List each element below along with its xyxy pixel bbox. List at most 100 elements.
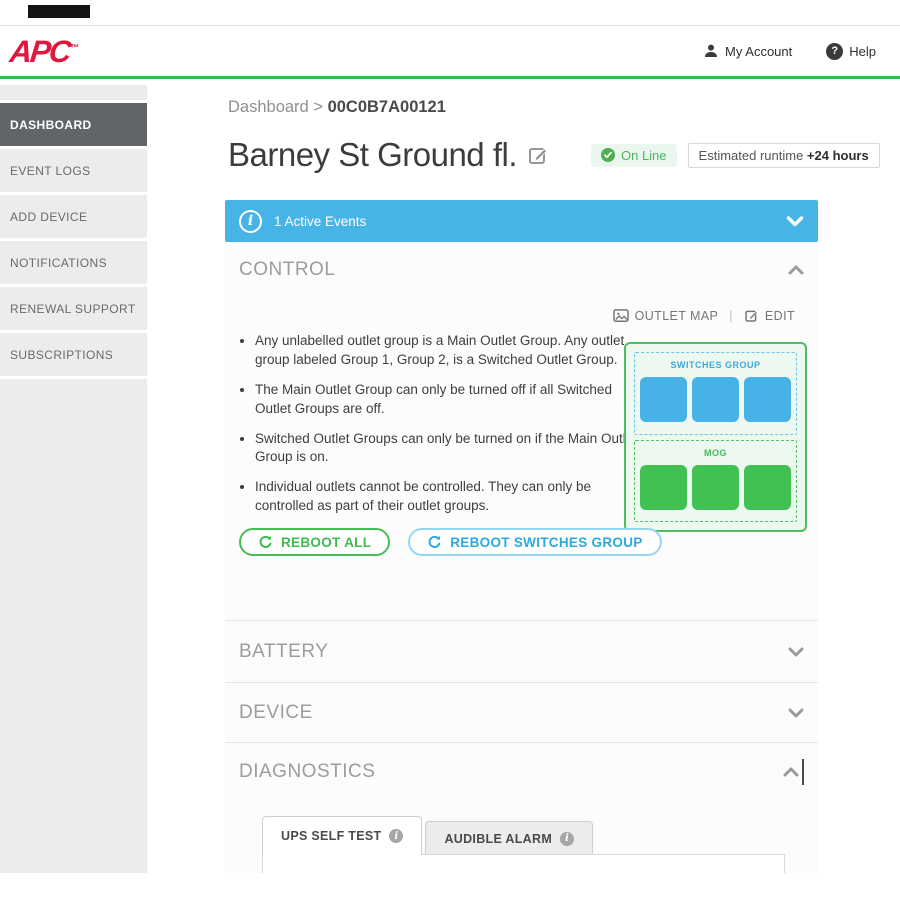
status-label: On Line [620,147,667,163]
edit-device-name-button[interactable] [527,144,549,166]
info-circle-icon: i [239,209,262,233]
control-note: Any unlabelled outlet group is a Main Ou… [255,332,641,370]
breadcrumb: Dashboard > 00C0B7A00121 [228,98,446,117]
reboot-all-button[interactable]: REBOOT ALL [239,528,391,556]
chevron-up-icon[interactable] [788,265,804,275]
outlet-map-actions: OUTLET MAP | EDIT [612,308,795,323]
active-events-banner[interactable]: i 1 Active Events [225,200,818,242]
control-note: Individual outlets cannot be controlled.… [255,478,641,516]
mog-outlet-row [640,464,791,510]
my-account-label: My Account [725,43,793,59]
edit-outlet-map-button[interactable]: EDIT [744,308,795,323]
outlet-map-diagram: SWITCHES GROUP MOG [624,342,807,532]
sidebar-filler-bottom [0,379,147,873]
breadcrumb-dashboard-link[interactable]: Dashboard [228,98,309,116]
top-strip [0,0,900,26]
device-title-row: Barney St Ground fl. On Line Estimated r… [228,136,880,174]
active-events-label: 1 Active Events [274,213,367,229]
diagnostics-title: DIAGNOSTICS [239,760,376,782]
switches-group: SWITCHES GROUP [634,352,797,435]
sidebar-item-label: EVENT LOGS [10,163,91,178]
mog-outlet [692,464,739,510]
user-icon [703,43,719,59]
chevron-down-icon[interactable] [788,647,804,657]
sidebar-item-renewal-support[interactable]: RENEWAL SUPPORT [0,287,147,330]
section-header-battery[interactable]: BATTERY [225,620,818,682]
sidebar-item-label: ADD DEVICE [10,209,88,224]
picture-icon [612,308,629,322]
breadcrumb-device-id: 00C0B7A00121 [327,98,446,116]
sidebar-item-notifications[interactable]: NOTIFICATIONS [0,241,147,284]
text-caret [802,758,804,785]
help-icon: ? [826,42,844,60]
sidebar-filler-top [0,85,147,100]
section-header-control[interactable]: CONTROL [225,242,818,297]
mog-group: MOG [634,439,797,522]
runtime-value: +24 hours [806,147,869,163]
sidebar-item-add-device[interactable]: ADD DEVICE [0,195,147,238]
reboot-switches-group-button[interactable]: REBOOT SWITCHES GROUP [408,528,662,556]
sidebar-item-dashboard[interactable]: DASHBOARD [0,103,147,146]
battery-title: BATTERY [239,640,329,662]
tab-audible-alarm[interactable]: AUDIBLE ALARM i [425,821,594,855]
diagnostics-tabs: UPS SELF TEST i AUDIBLE ALARM i [262,816,594,855]
sidebar-item-event-logs[interactable]: EVENT LOGS [0,149,147,192]
edit-label: EDIT [764,308,795,323]
actions-separator: | [729,308,733,323]
control-title: CONTROL [239,258,336,280]
status-badge: On Line [590,143,677,167]
mog-outlet [640,464,687,510]
reboot-switches-group-label: REBOOT SWITCHES GROUP [450,534,643,550]
refresh-icon [428,535,441,548]
pencil-square-icon [529,148,548,164]
header-actions: My Account ? Help [703,42,876,60]
page-title: Barney St Ground fl. [228,136,517,173]
info-icon[interactable]: i [389,829,404,843]
sidebar: DASHBOARD EVENT LOGS ADD DEVICE NOTIFICA… [0,85,147,873]
device-panel: CONTROL OUTLET MAP | EDIT Any unlabelled… [225,242,818,873]
reboot-all-label: REBOOT ALL [281,534,372,550]
section-header-diagnostics[interactable]: DIAGNOSTICS [225,742,818,800]
tab-ups-self-test[interactable]: UPS SELF TEST i [262,816,423,855]
app-header: APC™ My Account ? Help [0,26,900,79]
device-title: DEVICE [239,701,313,723]
tab-label: UPS SELF TEST [281,829,382,843]
sidebar-item-label: SUBSCRIPTIONS [10,347,114,362]
sidebar-item-label: DASHBOARD [10,117,92,132]
my-account-button[interactable]: My Account [703,43,792,59]
pencil-square-icon [745,310,758,322]
refresh-icon [259,535,272,548]
sidebar-item-label: RENEWAL SUPPORT [10,301,136,316]
switched-outlet [692,377,739,422]
section-header-device[interactable]: DEVICE [225,682,818,742]
sidebar-item-label: NOTIFICATIONS [10,255,107,270]
sidebar-item-subscriptions[interactable]: SUBSCRIPTIONS [0,333,147,376]
switches-outlet-row [640,377,791,422]
control-note: The Main Outlet Group can only be turned… [255,381,641,419]
mog-outlet [744,464,791,510]
chevron-down-icon[interactable] [786,215,804,227]
mog-group-label: MOG [704,447,727,458]
breadcrumb-separator: > [313,98,323,116]
tab-label: AUDIBLE ALARM [444,831,553,846]
chevron-up-icon[interactable] [783,767,799,777]
switches-group-label: SWITCHES GROUP [670,360,761,370]
outlet-map-label: OUTLET MAP [634,308,719,323]
estimated-runtime: Estimated runtime +24 hours [687,142,880,168]
outlet-map-button[interactable]: OUTLET MAP [612,308,719,323]
help-label: Help [849,43,876,59]
chevron-down-icon[interactable] [788,708,804,718]
help-button[interactable]: ? Help [826,42,876,60]
diagnostics-tab-content [262,854,785,873]
switched-outlet [744,377,791,422]
check-circle-icon [600,148,615,162]
control-buttons: REBOOT ALL REBOOT SWITCHES GROUP [239,528,662,556]
trademark-mark: ™ [69,42,80,53]
top-left-dark-bar [28,5,90,18]
control-note: Switched Outlet Groups can only be turne… [255,430,641,468]
switched-outlet [640,377,687,422]
apc-logo: APC™ [8,33,80,69]
runtime-label: Estimated runtime [698,147,804,163]
info-icon[interactable]: i [560,831,575,846]
